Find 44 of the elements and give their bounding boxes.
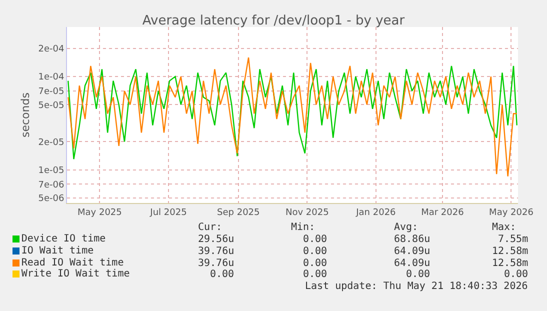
x-tick-label: May 2025 [78, 208, 122, 218]
text: 0.00 [303, 234, 328, 245]
x-tick-label: Mar 2026 [421, 208, 464, 218]
x-tick-label: Jul 2025 [149, 208, 187, 218]
text: 64.09u [394, 246, 430, 257]
text: 0.00 [303, 258, 328, 269]
text: 64.09u [394, 258, 430, 269]
legend-label: IO Wait time [21, 246, 94, 256]
legend-label: Write IO Wait time [21, 268, 130, 280]
text: 0.00 [303, 269, 328, 280]
line-series [68, 65, 518, 160]
legend-label: Device IO time [21, 234, 106, 244]
y-axis-title: seconds [18, 92, 32, 138]
x-tick-label: May 2026 [489, 208, 534, 218]
text: Cur: [198, 222, 222, 233]
y-tick-label: 5e-05 [38, 100, 64, 111]
legend-label: Read IO Wait time [21, 258, 124, 268]
y-tick-label: 2e-04 [38, 44, 64, 55]
text: 29.56u [198, 234, 234, 245]
y-tick-label: 1e-05 [38, 166, 64, 176]
y-tick-label: 1e-04 [38, 72, 64, 83]
x-tick-label: Jan 2026 [355, 208, 396, 218]
y-tick-label: 7e-05 [38, 87, 64, 98]
text: 0.00 [210, 269, 234, 280]
text: 39.76u [198, 258, 234, 269]
text: 0.00 [303, 246, 328, 257]
x-tick-label: Nov 2025 [285, 208, 329, 218]
text: 0.00 [504, 269, 528, 280]
text: Min: [291, 222, 316, 233]
y-tick-label: 2e-05 [38, 138, 64, 148]
text: 7.55m [498, 234, 528, 245]
text: Max: [492, 222, 516, 233]
text: 0.00 [406, 269, 430, 280]
text: 12.58m [492, 246, 528, 257]
y-tick-label: 7e-06 [38, 180, 64, 190]
text: Avg: [394, 222, 418, 233]
chart-title: Average latency for /dev/loop1 - by year [142, 14, 406, 29]
text: Last update: Thu May 21 18:40:33 2026 [305, 281, 528, 292]
text: 39.76u [198, 246, 234, 257]
line-series [68, 56, 518, 177]
y-tick-label: 5e-06 [38, 194, 64, 204]
x-tick-label: Sep 2025 [217, 208, 260, 218]
text: 12.58m [492, 258, 528, 269]
text: 68.86u [394, 234, 430, 245]
